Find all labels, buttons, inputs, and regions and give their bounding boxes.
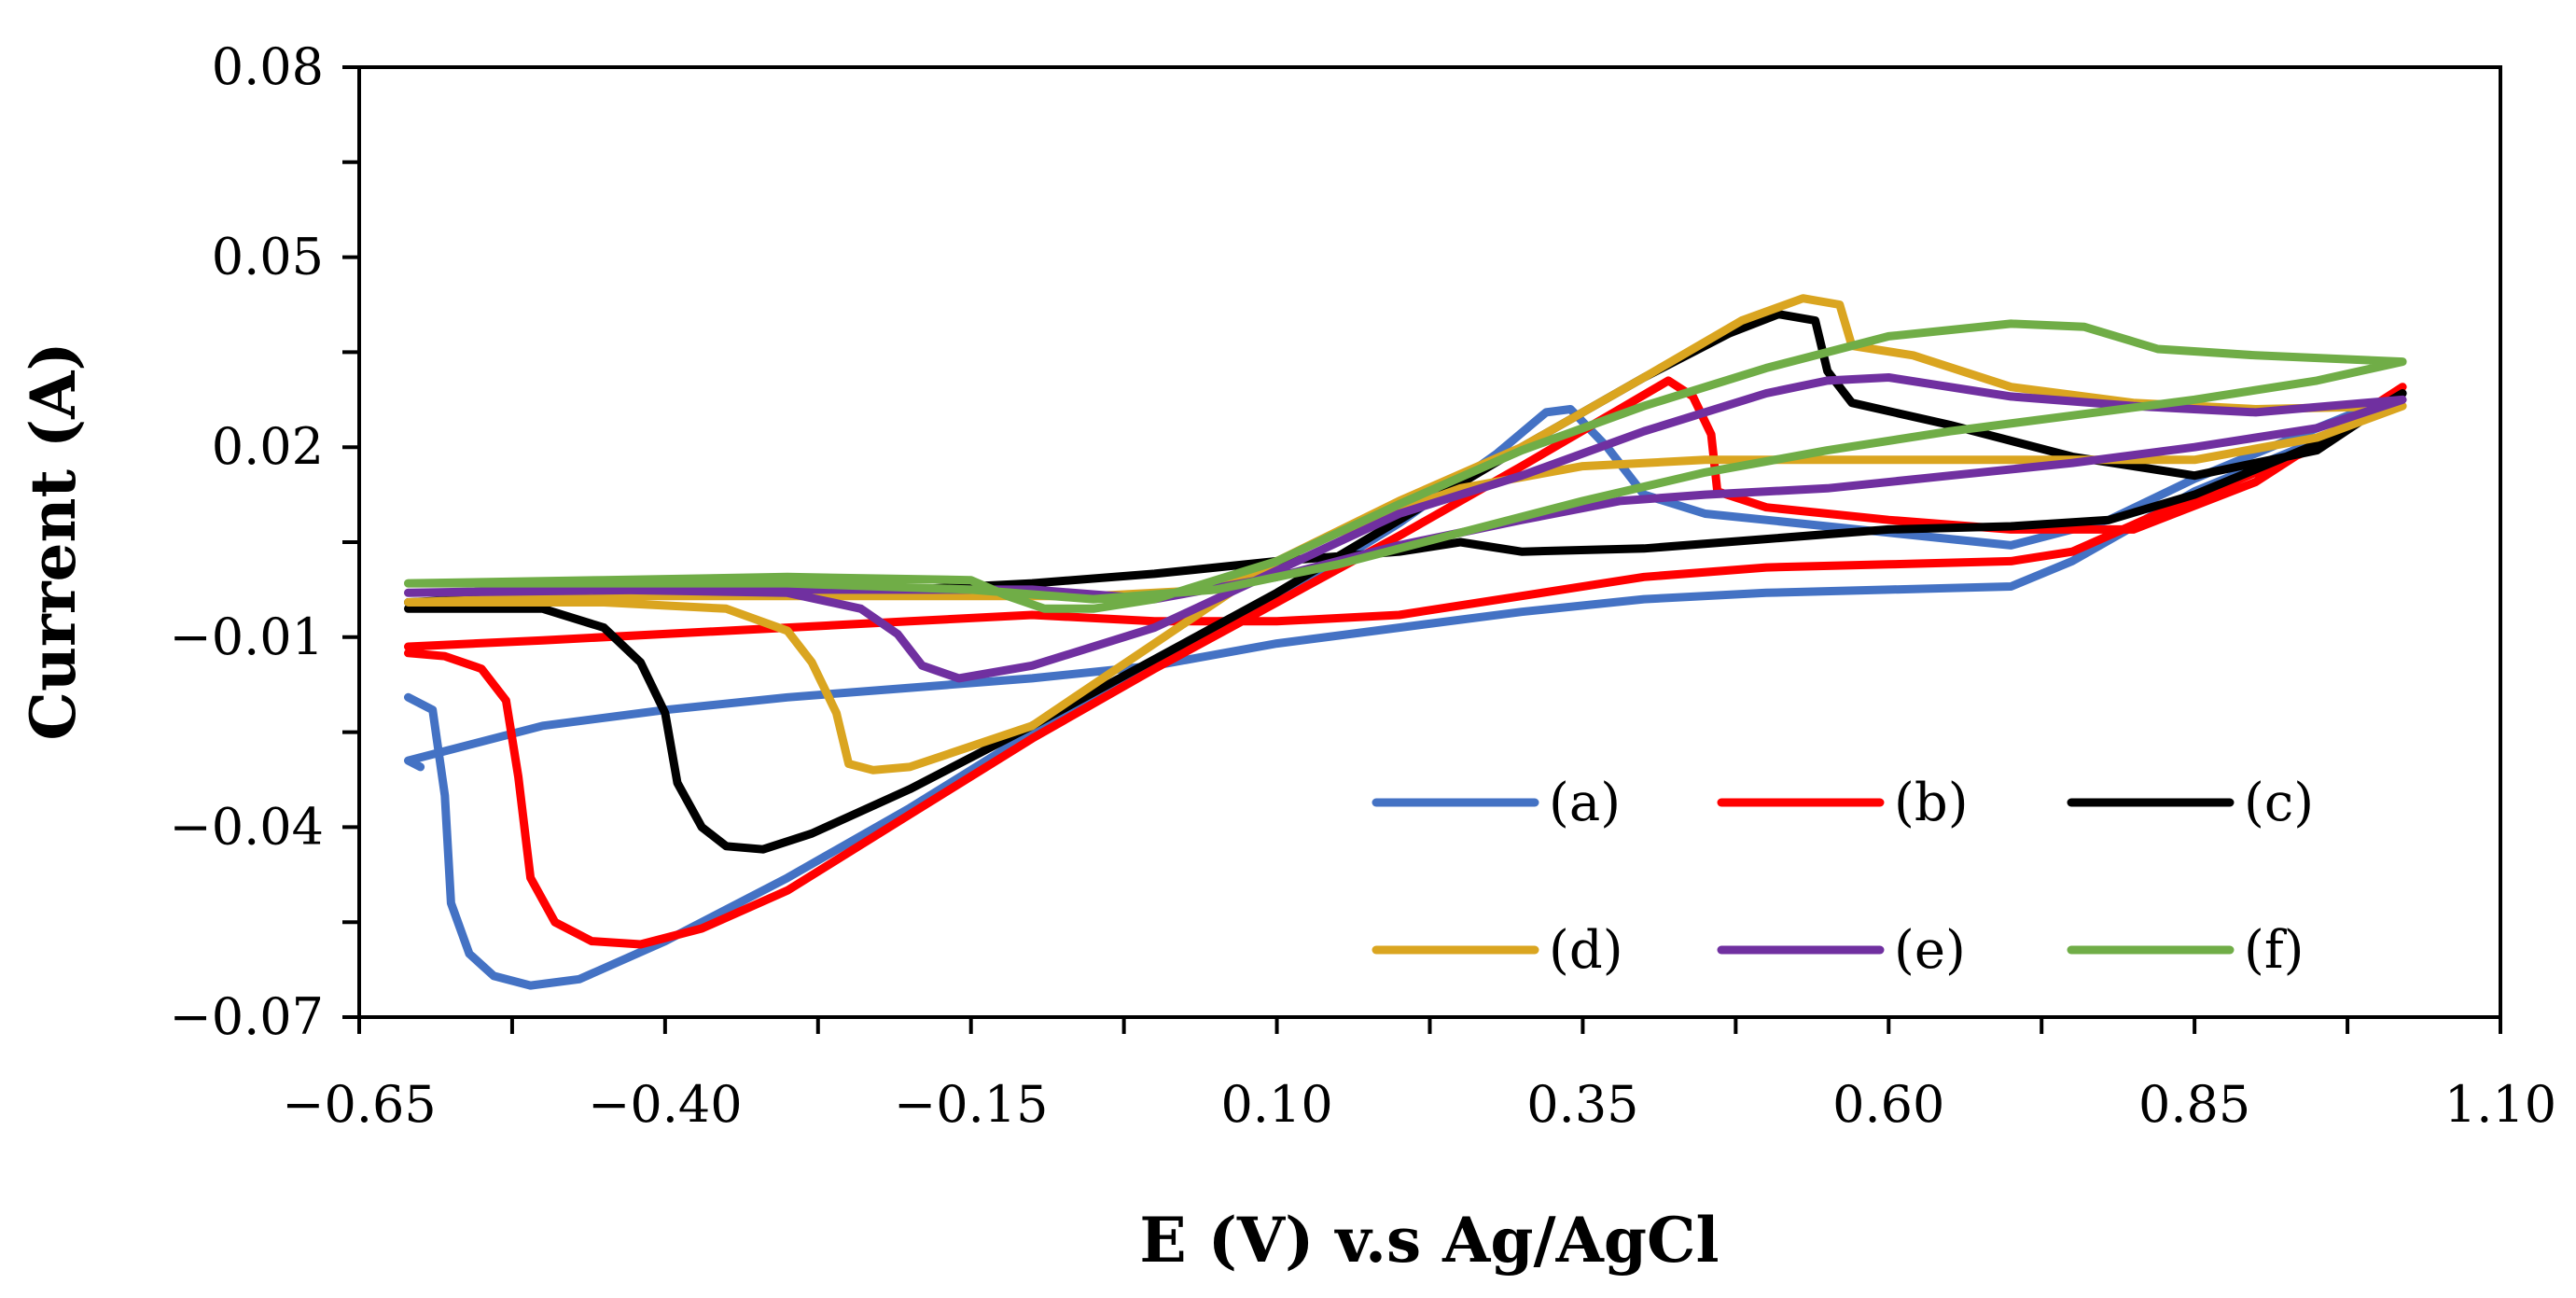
legend-label-a: (a) — [1549, 773, 1621, 833]
series-line-a — [404, 389, 2407, 990]
legend-label-b: (b) — [1894, 773, 1969, 833]
series-layer — [404, 294, 2407, 990]
x-tick-label: 0.60 — [1832, 1075, 1944, 1134]
legend: (a) (b) (c) (d) (e) (f) — [1372, 773, 2314, 981]
x-tick-label: 0.10 — [1220, 1075, 1332, 1134]
x-axis-title: E (V) v.s Ag/AgCl — [1139, 1204, 1719, 1277]
x-tick-label: −0.40 — [588, 1075, 742, 1134]
x-tick-label: −0.15 — [894, 1075, 1048, 1134]
series-line-b — [404, 376, 2407, 949]
legend-label-f: (f) — [2244, 920, 2304, 981]
y-axis-ticks: −0.07 −0.04 −0.01 0.02 0.05 0.08 — [170, 37, 359, 1046]
x-tick-label: 1.10 — [2444, 1075, 2556, 1134]
x-tick-label: 0.85 — [2138, 1075, 2250, 1134]
legend-label-d: (d) — [1549, 920, 1623, 981]
y-tick-label: 0.02 — [212, 417, 324, 476]
series-line-c — [404, 310, 2407, 854]
x-axis-ticks: −0.65 −0.40 −0.15 0.10 0.35 0.60 0.85 1.10 — [282, 1017, 2556, 1134]
y-tick-label: 0.05 — [212, 228, 324, 286]
legend-label-e: (e) — [1894, 920, 1966, 981]
x-tick-label: 0.35 — [1526, 1075, 1638, 1134]
series-line-f — [404, 319, 2407, 613]
legend-label-c: (c) — [2244, 773, 2314, 833]
y-tick-label: −0.07 — [170, 987, 324, 1046]
x-tick-label: −0.65 — [282, 1075, 436, 1134]
y-tick-label: 0.08 — [212, 37, 324, 96]
y-tick-label: −0.04 — [170, 797, 324, 856]
y-axis-title: Current (A) — [17, 342, 90, 740]
y-tick-label: −0.01 — [170, 607, 324, 666]
